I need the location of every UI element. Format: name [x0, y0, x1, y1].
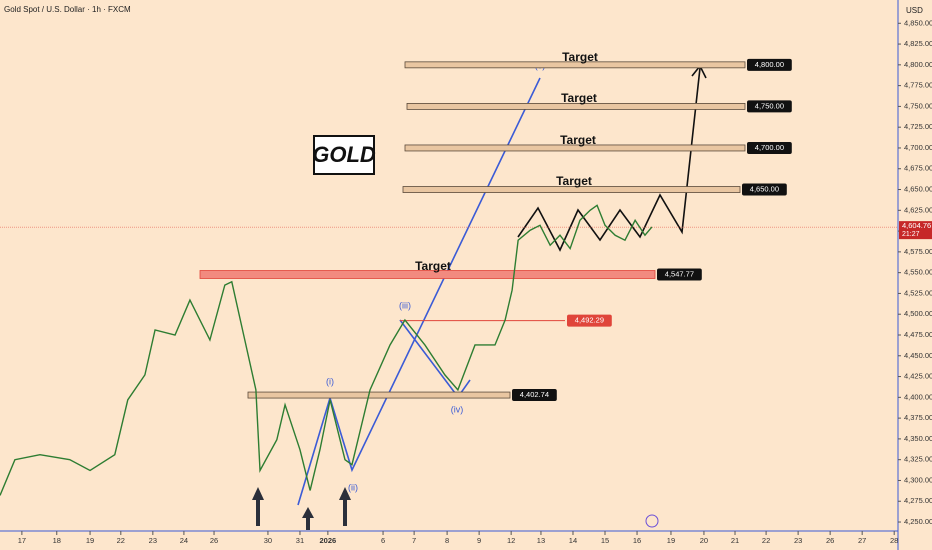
- level-label: 4,750.00: [755, 101, 784, 110]
- target-label: Target: [560, 133, 596, 147]
- x-tick-label: 24: [180, 536, 188, 545]
- chart-title: Gold Spot / U.S. Dollar · 1h · FXCM: [4, 5, 131, 14]
- x-tick-label: 19: [667, 536, 675, 545]
- wave-label: (iv): [451, 404, 464, 414]
- y-tick-label: 4,775.00: [904, 81, 932, 90]
- level-label: 4,650.00: [750, 185, 779, 194]
- x-tick-label: 7: [412, 536, 416, 545]
- target-label: Target: [415, 259, 451, 273]
- x-tick-label: 23: [794, 536, 802, 545]
- x-tick-label: 17: [18, 536, 26, 545]
- y-tick-label: 4,575.00: [904, 247, 932, 256]
- x-tick-label: 9: [477, 536, 481, 545]
- x-tick-label: 13: [537, 536, 545, 545]
- x-tick-label: 8: [445, 536, 449, 545]
- wave-label: (iii): [399, 300, 411, 310]
- y-tick-label: 4,300.00: [904, 475, 932, 484]
- wave-label: (i): [326, 376, 334, 386]
- level-tag: [747, 58, 792, 71]
- x-tick-label: 31: [296, 536, 304, 545]
- level-zone: [199, 270, 656, 279]
- x-tick-label: 19: [86, 536, 94, 545]
- level-label: 4,800.00: [755, 60, 784, 69]
- event-icon[interactable]: [645, 514, 659, 528]
- y-tick-label: 4,400.00: [904, 392, 932, 401]
- level-tag: [512, 389, 557, 402]
- level-label: 4,402.74: [520, 390, 549, 399]
- y-tick-label: 4,275.00: [904, 496, 932, 505]
- level-label: 4,547.77: [665, 269, 694, 278]
- gold-box: [313, 135, 375, 175]
- y-tick-label: 4,725.00: [904, 122, 932, 131]
- level-zone: [404, 61, 746, 69]
- x-tick-label: 23: [149, 536, 157, 545]
- y-tick-label: 4,450.00: [904, 351, 932, 360]
- level-zone: [247, 391, 511, 399]
- level-zone: [404, 144, 746, 152]
- y-tick-label: 4,425.00: [904, 372, 932, 381]
- x-tick-label: 30: [264, 536, 272, 545]
- y-tick-label: 4,750.00: [904, 101, 932, 110]
- x-tick-label: 6: [381, 536, 385, 545]
- y-tick-label: 4,650.00: [904, 185, 932, 194]
- up-arrow: [302, 507, 314, 530]
- projection-line: [517, 67, 701, 252]
- price-line: [0, 204, 653, 496]
- x-tick-label: 26: [210, 536, 218, 545]
- y-tick-label: 4,700.00: [904, 143, 932, 152]
- y-tick-label: 4,325.00: [904, 455, 932, 464]
- level-tag: [747, 100, 792, 113]
- y-tick-label: 4,675.00: [904, 164, 932, 173]
- up-arrow: [252, 487, 264, 526]
- y-tick-label: 4,625.00: [904, 205, 932, 214]
- y-tick-label: 4,525.00: [904, 288, 932, 297]
- level-zone: [406, 103, 746, 110]
- level-label: 4,492.29: [575, 316, 604, 325]
- x-tick-label: 22: [762, 536, 770, 545]
- x-tick-label: 28: [890, 536, 898, 545]
- level-tag: [747, 141, 792, 154]
- x-tick-label: 27: [858, 536, 866, 545]
- target-label: Target: [556, 174, 592, 188]
- target-label: Target: [561, 91, 597, 105]
- x-tick-label: 14: [569, 536, 577, 545]
- y-tick-label: 4,375.00: [904, 413, 932, 422]
- level-tag: [742, 183, 787, 196]
- x-tick-label: 26: [826, 536, 834, 545]
- y-tick-label: 4,350.00: [904, 434, 932, 443]
- level-tag: [567, 314, 612, 327]
- y-tick-label: 4,825.00: [904, 39, 932, 48]
- level-zone: [402, 186, 741, 193]
- x-tick-label: 22: [117, 536, 125, 545]
- y-tick-label: 4,850.00: [904, 18, 932, 27]
- y-tick-label: 4,800.00: [904, 60, 932, 69]
- level-label: 4,700.00: [755, 143, 784, 152]
- wave-label: (ii): [348, 482, 358, 492]
- y-tick-label: 4,500.00: [904, 309, 932, 318]
- x-tick-label: 20: [700, 536, 708, 545]
- x-tick-label: 15: [601, 536, 609, 545]
- countdown: 21:27: [902, 231, 920, 238]
- y-tick-label: 4,475.00: [904, 330, 932, 339]
- up-arrow: [339, 487, 351, 526]
- y-tick-label: 4,250.00: [904, 517, 932, 526]
- last-price-tag: [899, 221, 932, 240]
- x-tick-label: 12: [507, 536, 515, 545]
- x-tick-label: 18: [53, 536, 61, 545]
- target-label: Target: [562, 50, 598, 64]
- x-tick-label: 2026: [320, 536, 337, 545]
- last-price-label: 4,604.76: [902, 221, 931, 230]
- x-tick-label: 16: [633, 536, 641, 545]
- y-tick-label: 4,550.00: [904, 268, 932, 277]
- currency: USD: [906, 6, 923, 15]
- gold-annotation: GOLD: [312, 142, 376, 167]
- x-tick-label: 21: [731, 536, 739, 545]
- level-tag: [657, 268, 702, 281]
